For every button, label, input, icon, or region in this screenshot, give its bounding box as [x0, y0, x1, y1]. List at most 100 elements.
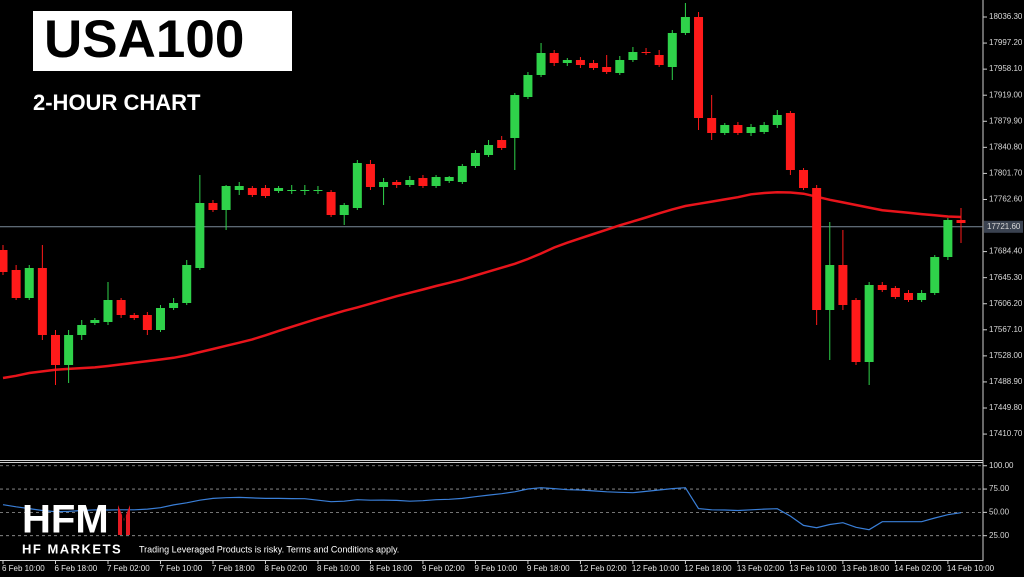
candle-body	[720, 125, 730, 133]
candle-body	[523, 75, 533, 97]
disclaimer: Trading Leveraged Products is risky. Ter…	[139, 544, 399, 554]
candle-body	[799, 170, 809, 188]
x-tick-label: 13 Feb 18:00	[842, 564, 890, 573]
candle-body	[11, 270, 21, 298]
candle-body	[247, 188, 257, 195]
candle-body	[549, 53, 559, 63]
y-tick-label: 17997.20	[989, 38, 1023, 47]
chart-title: USA100	[44, 10, 244, 69]
x-tick-label: 12 Feb 18:00	[684, 564, 732, 573]
candle-body	[759, 125, 769, 132]
candle-body	[575, 60, 585, 65]
y-tick-label: 17645.30	[989, 273, 1023, 282]
y-tick-label: 17919.00	[989, 90, 1023, 99]
x-tick-label: 8 Feb 02:00	[264, 564, 307, 573]
candle-body	[917, 293, 927, 300]
candle-body	[195, 203, 205, 268]
candle-body	[470, 153, 480, 166]
y-tick-label: 100.00	[989, 461, 1014, 470]
candle-body	[300, 190, 310, 191]
candle-body	[142, 315, 152, 330]
candle-body	[680, 17, 690, 33]
y-tick-label: 75.00	[989, 484, 1010, 493]
candle-body	[838, 265, 848, 305]
title-box	[33, 11, 292, 71]
candle-body	[50, 335, 60, 365]
candle-body	[405, 180, 415, 185]
x-tick-label: 14 Feb 02:00	[894, 564, 942, 573]
y-tick-label: 17528.00	[989, 351, 1023, 360]
candle-body	[260, 188, 270, 196]
candle-body	[129, 315, 139, 318]
current-price-box	[984, 220, 1023, 233]
y-tick-label: 17762.60	[989, 195, 1023, 204]
candle-body	[667, 33, 677, 67]
candle-body	[890, 288, 900, 297]
indicator-line	[2, 487, 962, 531]
y-tick-label: 17488.90	[989, 377, 1023, 386]
chart-subtitle: 2-HOUR CHART	[33, 90, 201, 115]
x-tick-label: 7 Feb 10:00	[159, 564, 202, 573]
y-tick-label: 17410.70	[989, 429, 1023, 438]
candle-body	[943, 220, 953, 257]
candle-body	[90, 320, 100, 323]
x-tick-label: 12 Feb 02:00	[579, 564, 627, 573]
x-tick-label: 7 Feb 02:00	[107, 564, 150, 573]
candle-body	[208, 203, 218, 210]
candle-body	[746, 127, 756, 133]
x-tick-label: 14 Feb 10:00	[947, 564, 995, 573]
candle-body	[24, 268, 34, 298]
candle-body	[287, 190, 297, 191]
x-tick-label: 13 Feb 10:00	[789, 564, 837, 573]
logo: HFM	[22, 498, 109, 542]
x-tick-label: 6 Feb 10:00	[2, 564, 45, 573]
x-tick-label: 9 Feb 10:00	[474, 564, 517, 573]
y-tick-label: 17840.80	[989, 142, 1023, 151]
y-tick-label: 25.00	[989, 531, 1010, 540]
candle-body	[169, 303, 179, 308]
x-tick-label: 7 Feb 18:00	[212, 564, 255, 573]
candle-body	[0, 250, 8, 272]
candle-body	[365, 164, 375, 187]
x-tick-label: 12 Feb 10:00	[632, 564, 680, 573]
x-tick-label: 9 Feb 18:00	[527, 564, 570, 573]
candle-body	[562, 60, 572, 63]
candle-body	[785, 113, 795, 170]
y-tick-label: 50.00	[989, 507, 1010, 516]
candle-body	[654, 55, 664, 65]
y-tick-label: 17958.10	[989, 64, 1023, 73]
candle-body	[37, 268, 47, 335]
candle-body	[234, 186, 244, 190]
candle-body	[877, 285, 887, 290]
y-tick-label: 17606.20	[989, 299, 1023, 308]
candle-body	[628, 52, 638, 60]
candle-body	[930, 257, 940, 293]
candle-body	[182, 265, 192, 303]
candle-body	[457, 166, 467, 182]
candle-body	[77, 325, 87, 335]
candle-body	[641, 52, 651, 53]
candle-body	[707, 118, 717, 133]
current-price-label: 17721.60	[987, 222, 1021, 231]
candle-body	[103, 300, 113, 322]
candle-body	[444, 177, 454, 181]
candle-body	[379, 182, 389, 187]
candle-body	[497, 140, 507, 148]
y-tick-label: 17567.10	[989, 325, 1023, 334]
candle-body	[221, 186, 231, 210]
candle-body	[851, 300, 861, 362]
x-tick-label: 6 Feb 18:00	[54, 564, 97, 573]
logo-accent	[118, 505, 130, 535]
y-tick-label: 17879.90	[989, 116, 1023, 125]
candle-body	[155, 308, 165, 330]
candle-body	[510, 95, 520, 138]
candle-body	[339, 205, 349, 215]
candle-body	[484, 145, 494, 155]
y-tick-label: 18036.30	[989, 12, 1023, 21]
overlay: USA100 2-HOUR CHART HFM HF MARKETS Tradi…	[22, 10, 399, 556]
candle-body	[615, 60, 625, 73]
candle-body	[116, 300, 126, 315]
candle-body	[536, 53, 546, 75]
